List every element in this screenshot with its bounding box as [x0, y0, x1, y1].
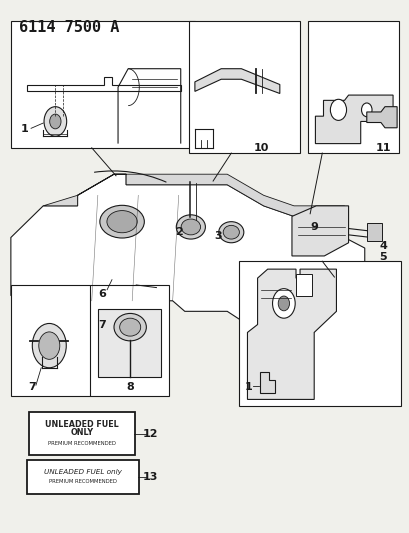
Text: 13: 13: [142, 472, 158, 482]
Text: 10: 10: [253, 143, 269, 154]
Text: 6114 7500 A: 6114 7500 A: [19, 20, 119, 35]
Text: PREMIUM RECOMMENDED: PREMIUM RECOMMENDED: [48, 441, 116, 446]
Polygon shape: [259, 372, 274, 393]
Text: 12: 12: [142, 429, 158, 439]
Text: 3: 3: [213, 231, 221, 241]
Ellipse shape: [107, 211, 137, 233]
Polygon shape: [291, 206, 348, 256]
Ellipse shape: [119, 318, 140, 336]
Ellipse shape: [100, 205, 144, 238]
Text: UNLEADED FUEL only: UNLEADED FUEL only: [44, 469, 121, 475]
FancyBboxPatch shape: [29, 411, 134, 455]
Ellipse shape: [181, 219, 200, 235]
Text: 9: 9: [310, 222, 317, 232]
Circle shape: [44, 107, 67, 136]
Polygon shape: [315, 95, 392, 143]
FancyBboxPatch shape: [27, 460, 138, 494]
Polygon shape: [11, 174, 364, 322]
Bar: [295, 274, 311, 295]
Circle shape: [278, 296, 289, 311]
Polygon shape: [194, 69, 279, 93]
Text: 7: 7: [98, 319, 106, 329]
Text: 11: 11: [374, 143, 390, 154]
Polygon shape: [366, 107, 396, 128]
Bar: [189, 21, 299, 153]
Ellipse shape: [114, 313, 146, 341]
Text: 8: 8: [126, 382, 134, 392]
Ellipse shape: [176, 215, 205, 239]
Polygon shape: [247, 269, 336, 399]
Ellipse shape: [218, 222, 243, 243]
Text: 1: 1: [244, 382, 252, 392]
Bar: [11, 21, 194, 148]
Ellipse shape: [222, 225, 239, 239]
Bar: [98, 309, 160, 377]
Bar: [11, 285, 168, 395]
Text: 6: 6: [98, 289, 106, 299]
Text: 4: 4: [378, 241, 386, 252]
Text: 1: 1: [21, 124, 29, 134]
Bar: [308, 21, 398, 153]
Text: 7: 7: [28, 382, 36, 392]
Text: 2: 2: [174, 227, 182, 237]
Text: PREMIUM RECOMMENDED: PREMIUM RECOMMENDED: [49, 479, 117, 484]
Circle shape: [39, 332, 60, 359]
Circle shape: [330, 99, 346, 120]
Circle shape: [361, 103, 371, 117]
Circle shape: [32, 324, 66, 368]
Text: UNLEADED FUEL: UNLEADED FUEL: [45, 420, 119, 429]
Circle shape: [49, 114, 61, 129]
Bar: [366, 223, 381, 241]
Circle shape: [272, 289, 294, 318]
Polygon shape: [43, 174, 344, 216]
Text: ONLY: ONLY: [70, 428, 93, 437]
Bar: [239, 261, 400, 406]
Text: 5: 5: [378, 252, 386, 262]
